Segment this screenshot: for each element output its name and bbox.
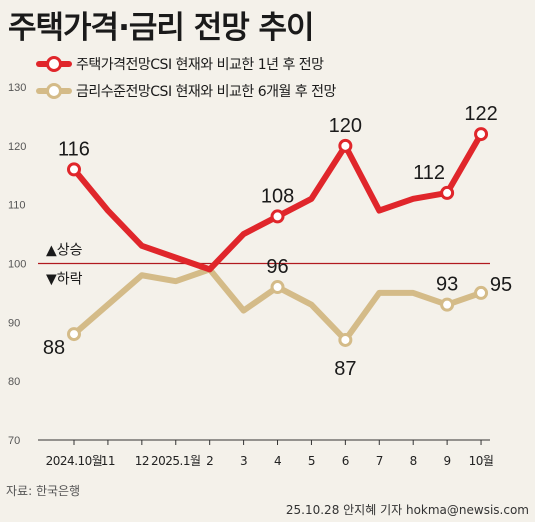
x-tick-label: 11 bbox=[101, 454, 115, 468]
data-label-rate: 88 bbox=[43, 337, 65, 359]
data-label-housing: 112 bbox=[413, 162, 445, 184]
x-tick-label: 2025.1월 bbox=[151, 454, 201, 468]
x-tick-label: 10월 bbox=[469, 454, 494, 468]
x-tick-label: 3 bbox=[240, 454, 247, 468]
legend-label-rate: 금리수준전망CSI 현재와 비교한 6개월 후 전망 bbox=[76, 84, 336, 100]
data-point-housing bbox=[440, 185, 455, 200]
data-point-rate bbox=[338, 332, 353, 347]
x-tick-label: 9 bbox=[444, 454, 451, 468]
reference-down-label: ▼하락 bbox=[46, 272, 83, 288]
data-point-housing bbox=[474, 127, 489, 142]
data-label-housing: 116 bbox=[58, 138, 90, 160]
series-line-rate bbox=[71, 266, 485, 343]
data-point-housing bbox=[338, 138, 353, 153]
data-point-housing bbox=[270, 209, 285, 224]
y-tick-label: 100 bbox=[8, 259, 26, 271]
x-tick-label: 4 bbox=[274, 454, 281, 468]
y-tick-label: 120 bbox=[8, 141, 26, 153]
x-tick-label: 8 bbox=[410, 454, 417, 468]
data-label-housing: 108 bbox=[261, 185, 294, 207]
data-label-housing: 120 bbox=[329, 115, 362, 137]
y-tick-label: 90 bbox=[8, 317, 20, 329]
legend-swatch-rate bbox=[36, 80, 72, 102]
data-point-rate bbox=[67, 327, 81, 342]
data-point-rate bbox=[270, 280, 285, 295]
legend-label-housing: 주택가격전망CSI 현재와 비교한 1년 후 전망 bbox=[76, 57, 324, 73]
data-label-housing: 122 bbox=[464, 103, 497, 125]
data-label-rate: 93 bbox=[436, 274, 458, 296]
legend-swatch-housing bbox=[36, 53, 72, 75]
x-tick-label: 2 bbox=[206, 454, 213, 468]
x-tick-label: 2024.10월 bbox=[46, 454, 103, 468]
legend-item-housing: 주택가격전망CSI 현재와 비교한 1년 후 전망 bbox=[36, 53, 324, 75]
x-tick-label: 7 bbox=[376, 454, 383, 468]
credit-line: 25.10.28 안지혜 기자 hokma@newsis.com bbox=[285, 503, 529, 517]
data-point-rate bbox=[474, 285, 489, 300]
data-point-housing bbox=[67, 162, 81, 177]
source-note: 자료: 한국은행 bbox=[6, 484, 81, 498]
data-label-rate: 95 bbox=[490, 274, 512, 296]
y-tick-label: 80 bbox=[8, 376, 20, 388]
data-point-rate bbox=[440, 297, 455, 312]
reference-up-label: ▲상승 bbox=[46, 243, 83, 259]
x-tick-label: 12 bbox=[135, 454, 149, 468]
x-tick-label: 6 bbox=[342, 454, 349, 468]
y-tick-label: 70 bbox=[8, 435, 20, 447]
data-label-rate: 96 bbox=[266, 256, 288, 278]
y-tick-label: 130 bbox=[8, 82, 26, 94]
y-tick-label: 110 bbox=[8, 200, 26, 212]
chart-title: 주택가격·금리 전망 추이 bbox=[8, 10, 315, 46]
legend-item-rate: 금리수준전망CSI 현재와 비교한 6개월 후 전망 bbox=[36, 80, 336, 102]
data-label-rate: 87 bbox=[334, 358, 356, 380]
x-tick-label: 5 bbox=[308, 454, 315, 468]
